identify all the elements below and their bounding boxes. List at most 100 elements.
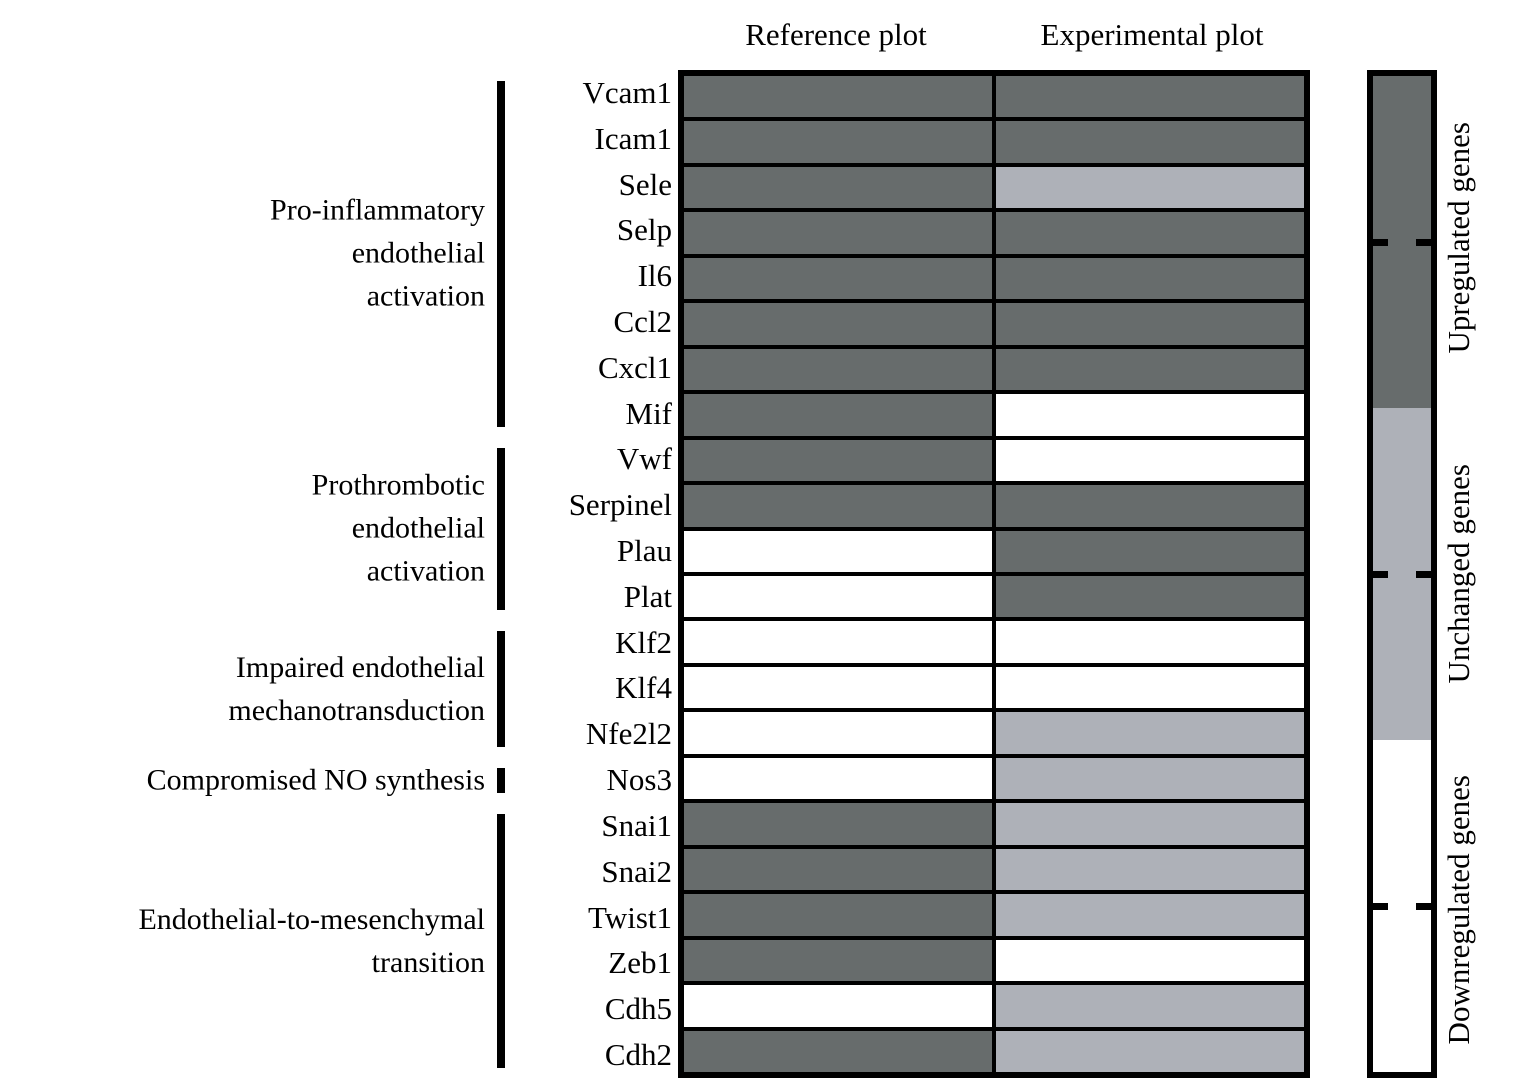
legend-tick (1416, 239, 1431, 246)
group-bracket-bar (497, 447, 505, 610)
gene-label-zeb1: Zeb1 (608, 945, 672, 981)
group-label: Compromised NO synthesis (20, 759, 485, 802)
legend-label-text: Upregulated genes (1441, 122, 1476, 354)
gene-label-il6: Il6 (637, 258, 672, 294)
heatmap-cell-vwf-experimental (996, 439, 1304, 482)
gene-label-vcam1: Vcam1 (582, 74, 672, 110)
gene-label-cxcl1: Cxcl1 (597, 349, 672, 385)
heatmap-cell-klf2-reference (684, 621, 992, 663)
heatmap-cell-icam1-reference (684, 121, 992, 163)
heatmap-cell-vwf-reference (684, 439, 992, 482)
gene-label-nos3: Nos3 (606, 762, 672, 798)
heatmap-cell-plau-experimental (996, 530, 1304, 572)
group-annotations: Pro-inflammatory endothelial activation Pro… (0, 0, 672, 1087)
heatmap-cell-cxcl1-experimental (996, 348, 1304, 391)
legend-tick (1416, 571, 1431, 578)
heatmap-cell-mif-reference (684, 394, 992, 436)
gene-labels: Vcam1 Icam1 Sele Selp Il6 Ccl2 Cxcl1 Mif Vwf Serp… (508, 70, 672, 1078)
gene-label-klf2: Klf2 (615, 624, 672, 660)
heatmap-cell-sele-experimental (996, 166, 1304, 209)
heatmap-cell-nfe2l2-reference (684, 712, 992, 754)
gene-label-plau: Plau (616, 533, 672, 569)
heatmap-cell-nos3-experimental (996, 757, 1304, 800)
heatmap-cell-snai2-reference (684, 848, 992, 891)
gene-label-twist1: Twist1 (588, 899, 672, 935)
heatmap-cell-snai2-experimental (996, 848, 1304, 891)
group-bracket-bar (497, 630, 505, 748)
heatmap-cell-selp-reference (684, 212, 992, 254)
legend-tick (1416, 903, 1431, 910)
group-label-line: activation (366, 554, 485, 588)
legend-label-unchanged: Unchanged genes (1441, 406, 1521, 742)
heatmap-cell-il6-experimental (996, 257, 1304, 300)
group-label-line: Prothrombotic (311, 468, 485, 502)
heatmap-cell-selp-experimental (996, 212, 1304, 254)
gene-label-snai1: Snai1 (601, 807, 672, 843)
legend-tick (1373, 239, 1388, 246)
group-bracket-bar (497, 768, 505, 794)
heatmap-cell-vcam1-reference (684, 76, 992, 118)
gene-label-ccl2: Ccl2 (613, 303, 672, 339)
heatmap-cell-zeb1-experimental (996, 939, 1304, 982)
heatmap-cell-klf2-experimental (996, 621, 1304, 663)
gene-label-nfe2l2: Nfe2l2 (585, 716, 672, 752)
gene-label-vwf: Vwf (616, 441, 672, 477)
gene-label-klf4: Klf4 (615, 670, 672, 706)
heatmap-cell-serpinel-reference (684, 485, 992, 527)
group-label: Pro-inflammatory endothelial activation (20, 189, 485, 318)
heatmap-cell-nfe2l2-experimental (996, 712, 1304, 754)
group-label: Endothelial-to-mesenchymal transition (20, 898, 485, 984)
group-label-line: Pro-inflammatory (270, 193, 485, 227)
legend-label-text: Downregulated genes (1441, 775, 1476, 1045)
gene-label-plat: Plat (623, 578, 672, 614)
heatmap-cell-ccl2-reference (684, 303, 992, 345)
heatmap-cell-plau-reference (684, 530, 992, 572)
heatmap-cell-cdh5-experimental (996, 985, 1304, 1027)
heatmap-cell-klf4-experimental (996, 666, 1304, 709)
heatmap-cell-cdh2-reference (684, 1030, 992, 1072)
legend-tick (1373, 903, 1388, 910)
heatmap-cell-mif-experimental (996, 394, 1304, 436)
group-label-line: Impaired endothelial (235, 650, 485, 684)
group-label-line: activation (366, 279, 485, 313)
heatmap-cell-ccl2-experimental (996, 303, 1304, 345)
heatmap-cell-icam1-experimental (996, 121, 1304, 163)
group-label-line: endothelial (351, 236, 485, 270)
heatmap-cell-vcam1-experimental (996, 76, 1304, 118)
heatmap-cell-zeb1-reference (684, 939, 992, 982)
gene-label-sele: Sele (618, 166, 672, 202)
legend-label-upregulated: Upregulated genes (1441, 70, 1521, 406)
group-label-line: Endothelial-to-mesenchymal (138, 902, 485, 936)
group-label-line: mechanotransduction (228, 693, 485, 727)
heatmap-cell-twist1-experimental (996, 894, 1304, 936)
gene-label-selp: Selp (616, 212, 672, 248)
heatmap-cell-klf4-reference (684, 666, 992, 709)
gene-label-cdh2: Cdh2 (604, 1036, 672, 1072)
heatmap-cell-snai1-experimental (996, 803, 1304, 845)
group-label: Prothrombotic endothelial activation (20, 464, 485, 593)
legend-labels: Upregulated genes Unchanged genes Downregu… (1441, 70, 1521, 1078)
group-bracket-bar (497, 814, 505, 1068)
heatmap-cell-sele-reference (684, 166, 992, 209)
gene-label-serpinel: Serpinel (568, 487, 672, 523)
heatmap-cell-nos3-reference (684, 757, 992, 800)
group-label-line: endothelial (351, 511, 485, 545)
legend-colorbar (1367, 70, 1437, 1078)
gene-label-snai2: Snai2 (601, 853, 672, 889)
heatmap-cell-twist1-reference (684, 894, 992, 936)
group-label-line: Compromised NO synthesis (146, 763, 485, 797)
heatmap-cell-plat-experimental (996, 575, 1304, 618)
heatmap-cell-cxcl1-reference (684, 348, 992, 391)
group-bracket-bar (497, 81, 505, 427)
legend-label-downregulated: Downregulated genes (1441, 742, 1521, 1078)
column-header-reference: Reference plot (745, 17, 927, 52)
heatmap-cell-plat-reference (684, 575, 992, 618)
heatmap-cell-snai1-reference (684, 803, 992, 845)
heatmap-grid (678, 70, 1310, 1078)
group-label: Impaired endothelial mechanotransduction (20, 646, 485, 732)
heatmap-cell-serpinel-experimental (996, 485, 1304, 527)
heatmap-cell-il6-reference (684, 257, 992, 300)
legend-tick (1373, 571, 1388, 578)
heatmap-cell-cdh2-experimental (996, 1030, 1304, 1072)
